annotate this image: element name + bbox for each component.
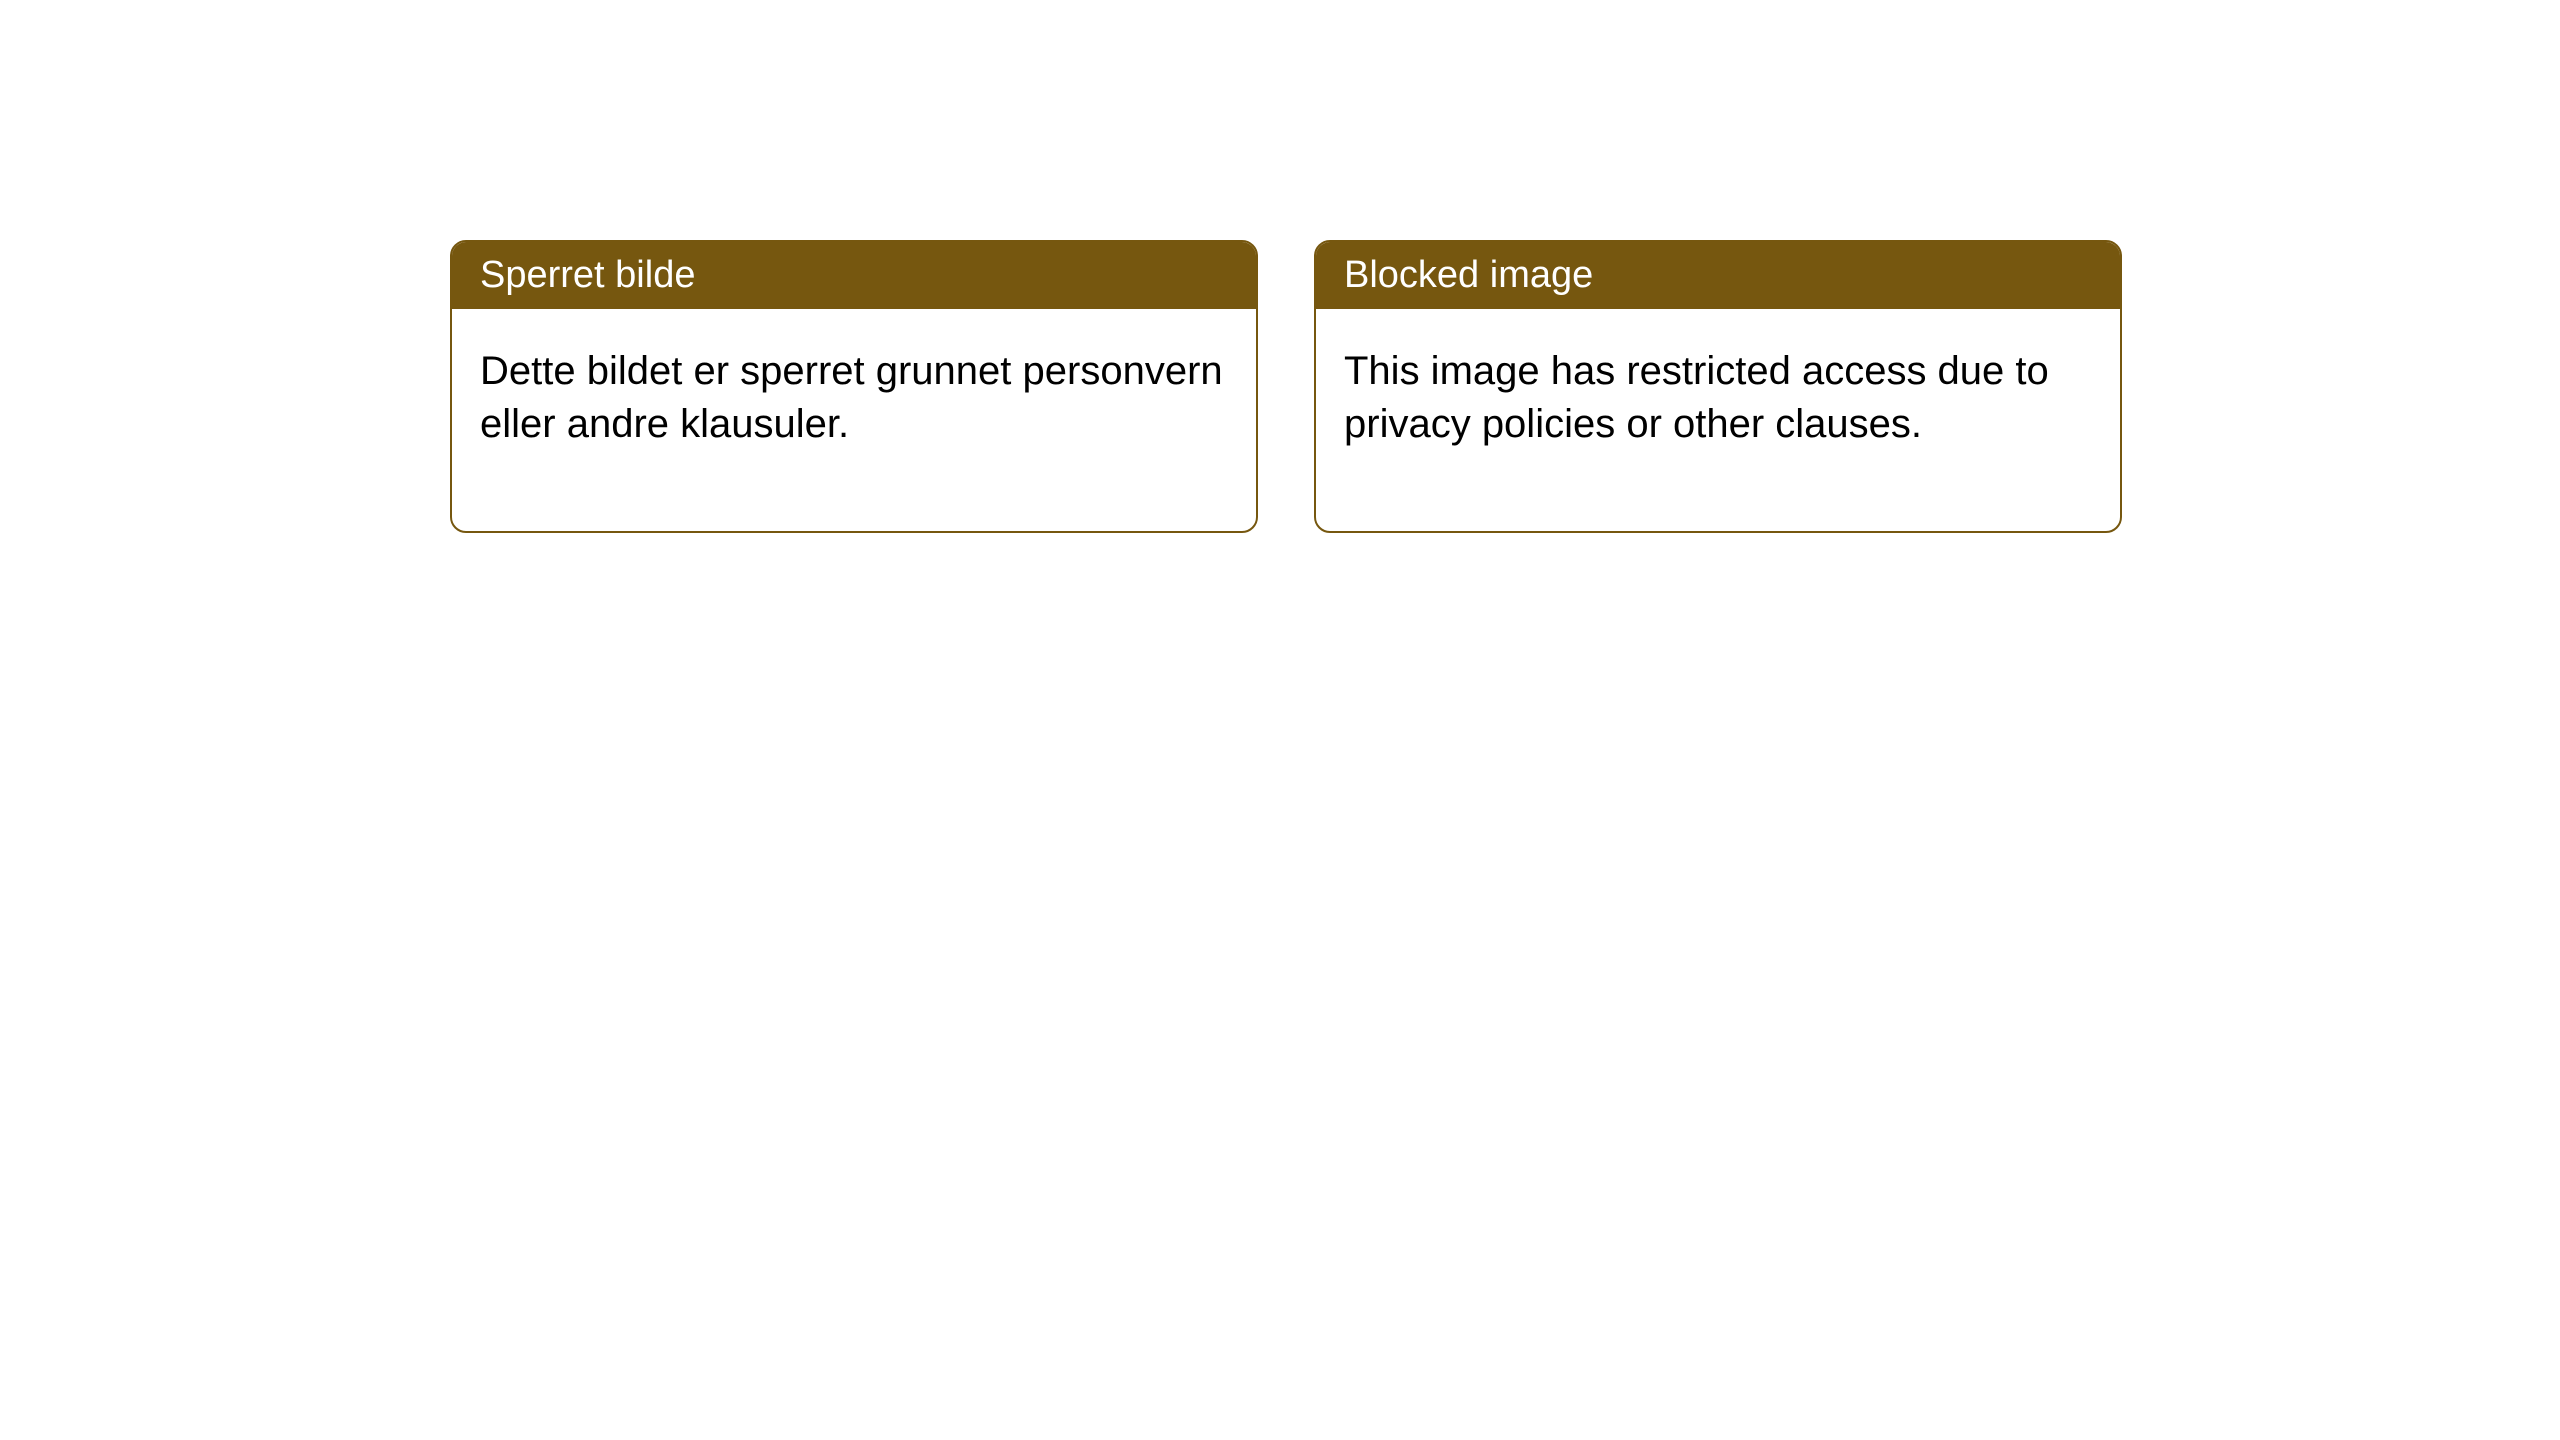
notice-card-norwegian: Sperret bilde Dette bildet er sperret gr…: [450, 240, 1258, 533]
notice-body-norwegian: Dette bildet er sperret grunnet personve…: [452, 309, 1256, 531]
notice-container: Sperret bilde Dette bildet er sperret gr…: [0, 0, 2560, 533]
notice-header-english: Blocked image: [1316, 242, 2120, 309]
notice-body-english: This image has restricted access due to …: [1316, 309, 2120, 531]
notice-card-english: Blocked image This image has restricted …: [1314, 240, 2122, 533]
notice-header-norwegian: Sperret bilde: [452, 242, 1256, 309]
